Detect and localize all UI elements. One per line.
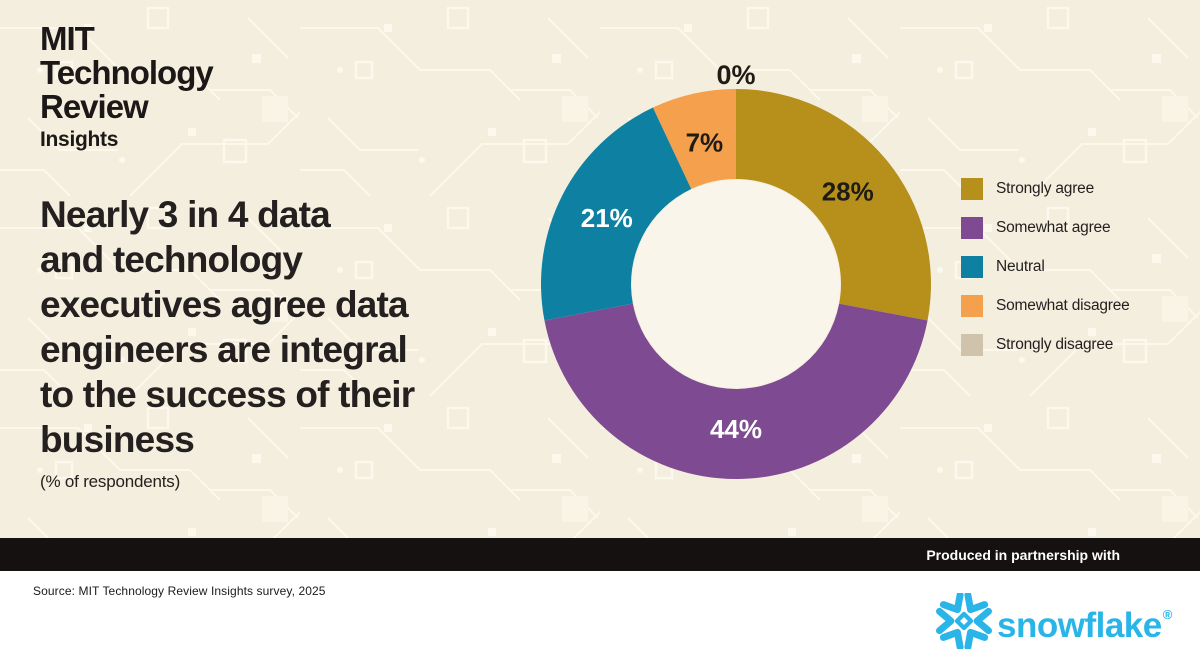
- brand-line-review: Review: [40, 88, 149, 125]
- headline-line: Nearly 3 in 4 data: [40, 194, 331, 235]
- donut-value-label-2: 21%: [581, 203, 633, 233]
- donut-segment-0: [736, 89, 931, 321]
- donut-chart-area: 28% 44% 21% 7% 0%: [516, 64, 956, 504]
- legend-swatch-somewhat-agree: [961, 217, 983, 239]
- donut-value-label-1: 44%: [710, 414, 762, 444]
- legend-item: Somewhat agree: [961, 217, 1130, 239]
- donut-value-label-3: 7%: [686, 127, 724, 157]
- donut-segment-2: [541, 107, 692, 321]
- headline-line: to the success of their: [40, 374, 415, 415]
- legend-item: Somewhat disagree: [961, 295, 1130, 317]
- source-text: Source: MIT Technology Review Insights s…: [33, 584, 326, 598]
- legend-swatch-strongly-agree: [961, 178, 983, 200]
- footer: Source: MIT Technology Review Insights s…: [0, 571, 1200, 660]
- snowflake-icon: [936, 592, 992, 649]
- donut-value-label-4: 0%: [716, 64, 755, 90]
- donut-segment-3: [652, 89, 736, 189]
- headline-line: and technology: [40, 239, 303, 280]
- donut-hole: [632, 180, 840, 388]
- donut-segment-1: [544, 303, 928, 480]
- legend-item: Strongly disagree: [961, 334, 1130, 356]
- headline-subtitle: (% of respondents): [40, 472, 181, 491]
- donut-value-label-0: 28%: [822, 177, 874, 207]
- partnership-label: Produced in partnership with: [926, 546, 1120, 563]
- headline-line: business: [40, 419, 195, 460]
- partnership-bar: Produced in partnership with: [0, 538, 1200, 571]
- legend-swatch-strongly-disagree: [961, 334, 983, 356]
- legend-item: Neutral: [961, 256, 1130, 278]
- legend-label: Somewhat agree: [996, 219, 1111, 236]
- headline-line: executives agree data: [40, 284, 409, 325]
- brand-line-technology: Technology: [40, 54, 214, 91]
- registered-mark: ®: [1162, 607, 1173, 622]
- legend-item: Strongly agree: [961, 178, 1130, 200]
- snowflake-wordmark: snowflake®: [997, 606, 1173, 645]
- chart-legend: Strongly agree Somewhat agree Neutral So…: [961, 178, 1130, 373]
- headline-line: engineers are integral: [40, 329, 408, 370]
- legend-label: Strongly agree: [996, 180, 1095, 197]
- brand-line-insights: Insights: [40, 128, 119, 151]
- legend-label: Strongly disagree: [996, 336, 1114, 353]
- brand-line-mit: MIT: [40, 20, 95, 57]
- legend-swatch-somewhat-disagree: [961, 295, 983, 317]
- snowflake-logo: snowflake®: [936, 587, 1172, 654]
- legend-label: Neutral: [996, 258, 1045, 275]
- mit-technology-review-logo: MIT Technology Review Insights: [40, 20, 214, 155]
- headline: Nearly 3 in 4 data and technology execut…: [40, 192, 415, 492]
- legend-label: Somewhat disagree: [996, 297, 1130, 314]
- donut-chart: 28% 44% 21% 7% 0%: [541, 64, 931, 480]
- legend-swatch-neutral: [961, 256, 983, 278]
